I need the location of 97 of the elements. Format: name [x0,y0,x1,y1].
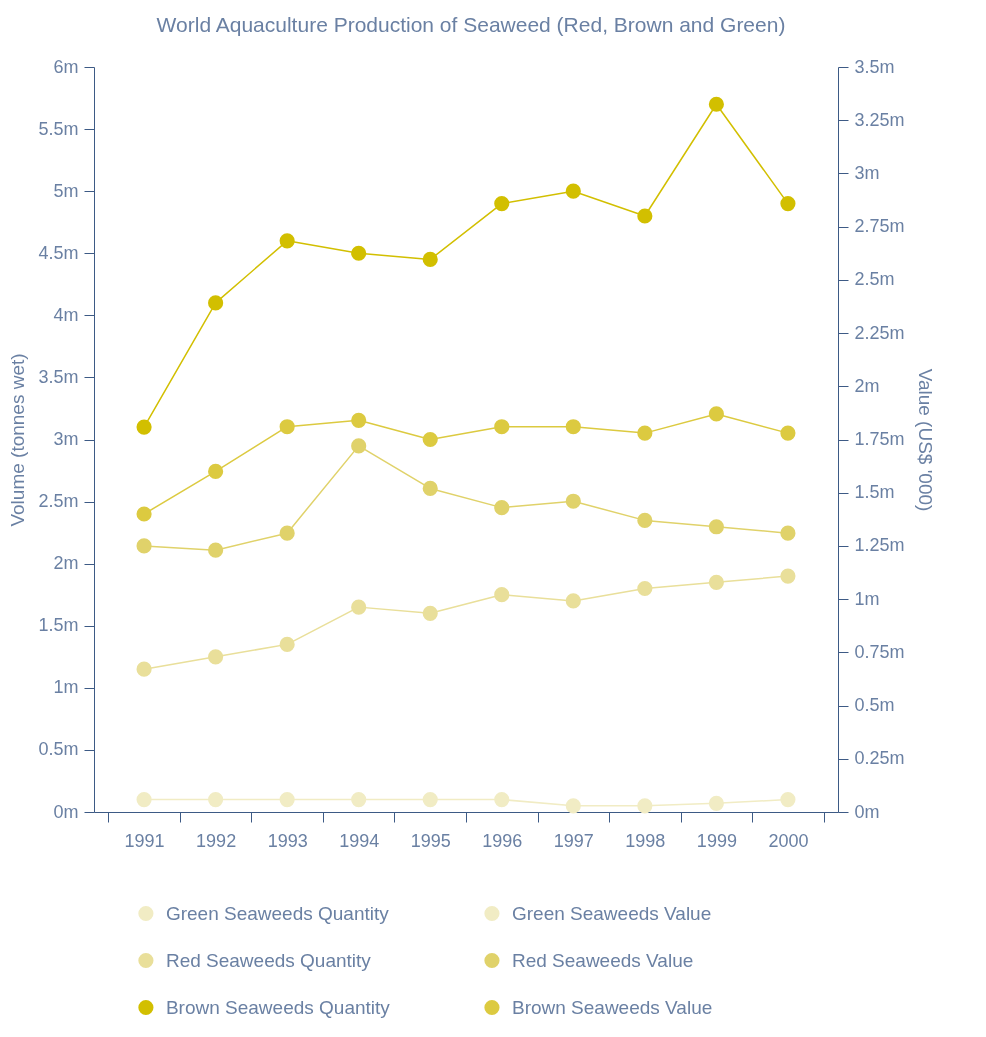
point [422,431,438,448]
x-tick-label: 2000 [768,830,809,851]
point [351,412,367,428]
point [565,593,581,609]
y2-tick-label: 2.5m [854,269,895,290]
point [136,538,152,554]
y2-tick-label: 1.75m [854,429,905,449]
point [708,795,724,811]
y-tick-label: 4.5m [38,242,79,263]
y2-tick-label: 1m [854,588,880,609]
y2-tick-label: 0.75m [854,641,905,662]
legend-label: Red Seaweeds Quantity [165,949,372,971]
x-tick-label: 1999 [696,830,737,851]
x-tick-label: 1998 [625,830,666,851]
point [279,419,295,435]
y-tick-label: 3.5m [38,366,79,387]
point [136,792,152,808]
point [780,568,796,584]
point [351,792,367,808]
y-tick-label: 0m [53,801,79,822]
point [780,792,796,808]
legend-label: Brown Seaweeds Quantity [165,996,391,1018]
x-tick-label: 1997 [553,830,594,851]
point [208,295,224,311]
x-tick-label: 1993 [267,830,308,851]
y2-tick-label: 0.25m [854,748,905,769]
point [422,605,438,621]
x-tick-label: 1996 [482,830,523,851]
point [708,406,724,422]
point [494,419,510,435]
y-tick-label: 2m [53,553,79,574]
y-tick-label: 3m [53,429,79,449]
legend-label: Brown Seaweeds Value [511,996,713,1018]
point [279,525,295,541]
point [494,196,510,212]
y2-tick-label: 3.25m [854,109,905,130]
point [708,96,724,112]
point [565,183,581,199]
point [208,542,224,558]
y-tick-label: 1.5m [38,615,79,636]
y-tick-label: 5.5m [38,118,79,139]
x-tick-label: 1994 [339,830,380,851]
point [637,512,653,528]
y2-tick-label: 0m [854,801,880,822]
point [637,798,653,814]
y2-tick-label: 0.5m [854,695,895,716]
point [780,525,796,541]
y2-tick-label: 3m [854,162,880,183]
point [494,792,510,808]
legend-label: Red Seaweeds Value [511,949,694,971]
y2-tick-label: 3.5m [854,56,895,77]
y2-tick-label: 2m [854,375,880,396]
point [637,425,653,441]
point [565,419,581,435]
point [422,251,438,268]
y-tick-label: 4m [53,304,79,325]
x-tick-label: 1995 [410,830,451,851]
point [780,425,796,441]
point [708,574,724,590]
y2-tick-label: 2.25m [854,322,905,343]
point [422,480,438,497]
point [780,196,796,212]
point [136,661,152,677]
point [494,587,510,603]
y-axis-title: Volume (tonnes wet) [7,353,29,527]
point [208,792,224,808]
y2-tick-label: 1.5m [854,482,895,503]
y2-tick-label: 1.25m [854,535,905,556]
point [279,233,295,249]
y-tick-label: 1m [53,677,79,698]
chart-title: World Aquaculture Production of Seaweed (Red, Brown and Green) [156,13,786,36]
y2-axis-title: Value (US$ '000) [914,368,936,512]
legend-label: Green Seaweeds Quantity [165,902,390,924]
point [422,792,438,808]
point [351,245,367,261]
point [351,438,367,454]
y-tick-label: 5m [53,180,79,201]
point [565,798,581,814]
point [637,580,653,597]
point [279,636,295,652]
point [565,493,581,509]
x-tick-label: 1991 [124,830,165,851]
point [351,599,367,615]
point [208,649,224,665]
y2-tick-label: 2.75m [854,216,905,237]
point [494,500,510,516]
point [208,463,224,479]
x-tick-label: 1992 [196,830,237,851]
point [708,519,724,535]
legend-label: Green Seaweeds Value [511,902,712,924]
y-tick-label: 2.5m [38,491,79,512]
y-tick-label: 0.5m [38,739,79,760]
point [136,419,152,435]
point [279,792,295,808]
y-tick-label: 6m [53,56,79,77]
point [136,506,152,522]
point [637,208,653,224]
